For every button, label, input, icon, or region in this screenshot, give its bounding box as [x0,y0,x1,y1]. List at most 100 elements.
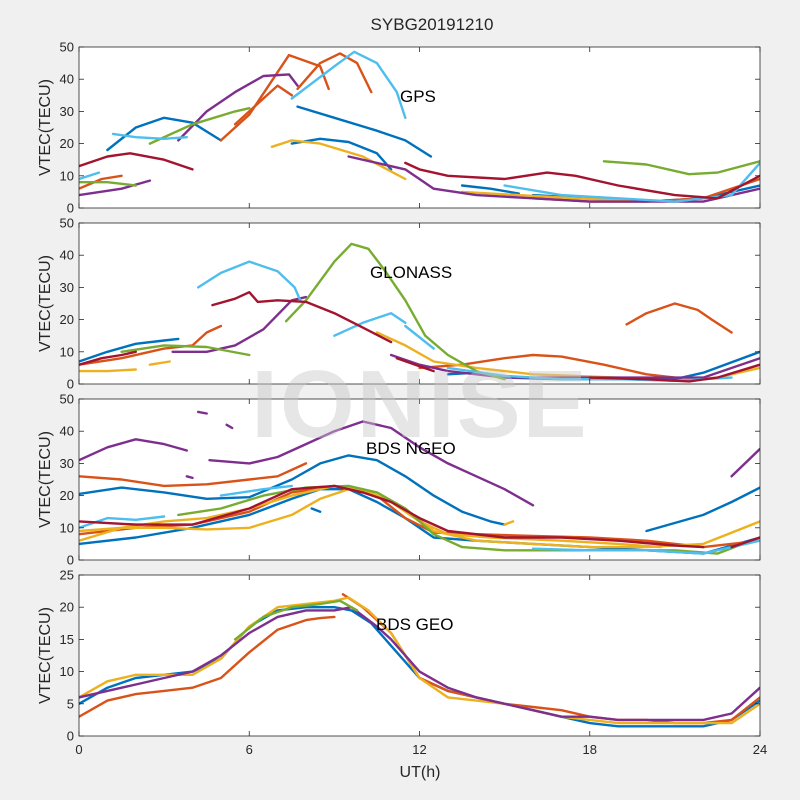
plot-area [79,47,760,208]
series-line [79,454,506,526]
series-line [290,50,407,119]
y-tick-label: 40 [60,424,74,439]
y-tick-label: 50 [60,40,74,55]
x-tick-label: 24 [753,742,767,757]
series-line [197,260,302,302]
panel-annotation: BDS NGEO [366,439,456,458]
series-line [296,52,373,94]
series-line [503,520,515,526]
y-tick-label: 10 [60,168,74,183]
series-line [79,462,308,488]
panel-annotation: BDS GEO [376,615,453,634]
series-line [290,137,393,171]
y-tick-label: 50 [60,392,74,407]
y-tick-label: 20 [60,312,74,327]
y-axis-label: VTEC(TECU) [37,79,54,176]
series-line [197,410,208,415]
plot-area [79,223,760,384]
y-tick-label: 40 [60,248,74,263]
y-axis-label: VTEC(TECU) [37,607,54,704]
plot-area [79,575,760,736]
x-tick-label: 18 [583,742,597,757]
series-line [460,184,520,195]
y-tick-label: 0 [67,377,74,392]
series-line [208,420,535,507]
series-line [79,171,101,181]
series-group [79,242,760,383]
y-tick-label: 10 [60,664,74,679]
series-line [225,423,234,430]
series-line [625,302,733,334]
series-line [395,357,435,373]
y-axis-label: VTEC(TECU) [37,431,54,528]
series-line [79,368,137,373]
watermark-text: IONISE [251,351,588,458]
series-line [211,291,393,344]
series-line [404,161,760,200]
series-line [79,152,194,171]
y-tick-label: 20 [60,600,74,615]
series-line [79,181,137,187]
x-axis-label: UT(h) [400,764,441,781]
series-line [602,160,760,176]
series-group [79,50,760,203]
series-line [79,337,180,363]
series-line [177,73,299,142]
y-tick-label: 30 [60,456,74,471]
series-line [219,484,293,497]
x-tick-label: 6 [246,742,253,757]
y-tick-label: 25 [60,568,74,583]
series-line [310,507,322,513]
series-group [79,410,760,555]
panel-2: 0 10 20 30 40 50 VTEC(TECU) GLONASS [37,216,761,392]
series-line [233,599,359,641]
series-line [284,242,506,381]
series-line [185,475,194,480]
y-tick-label: 0 [67,729,74,744]
series-line [588,363,760,383]
plot-area [79,399,760,560]
series-line [333,312,407,337]
panel-annotation: GPS [400,87,436,106]
series-line [120,344,251,357]
y-tick-label: 20 [60,136,74,151]
y-axis-label: VTEC(TECU) [37,255,54,352]
series-line [148,360,171,366]
series-line [79,174,123,190]
y-tick-label: 0 [67,201,74,216]
series-line [503,161,760,203]
series-line [460,190,648,203]
series-line [171,295,308,353]
series-line [79,438,188,462]
y-tick-label: 0 [67,553,74,568]
series-line [233,84,293,126]
y-tick-label: 30 [60,104,74,119]
panel-1: 0 10 20 30 40 50 VTEC(TECU) GPS [37,40,761,216]
panel-4: 0 5 10 15 20 25 0 6 12 18 24 VTEC(TECU) BDS GEO [37,568,767,758]
y-tick-label: 40 [60,72,74,87]
panel-3: 0 10 20 30 40 50 VTEC(TECU) BDS NGEO [37,392,761,568]
series-line [79,484,705,549]
y-tick-label: 50 [60,216,74,231]
y-tick-label: 5 [67,696,74,711]
series-line [730,536,760,549]
series-line [79,488,760,555]
series-line [531,539,760,555]
series-line [79,350,137,366]
panel-annotation: GLONASS [370,263,452,282]
series-line [148,107,251,145]
series-group [79,593,760,728]
series-line [111,132,188,140]
series-line [296,105,433,158]
y-tick-label: 30 [60,280,74,295]
series-line [79,606,760,722]
series-line [730,447,760,478]
series-line [79,179,152,197]
series-line [645,486,760,533]
chart-title: SYBG20191210 [371,15,494,34]
series-line [404,324,435,350]
series-line [79,615,336,718]
series-line [418,353,677,379]
